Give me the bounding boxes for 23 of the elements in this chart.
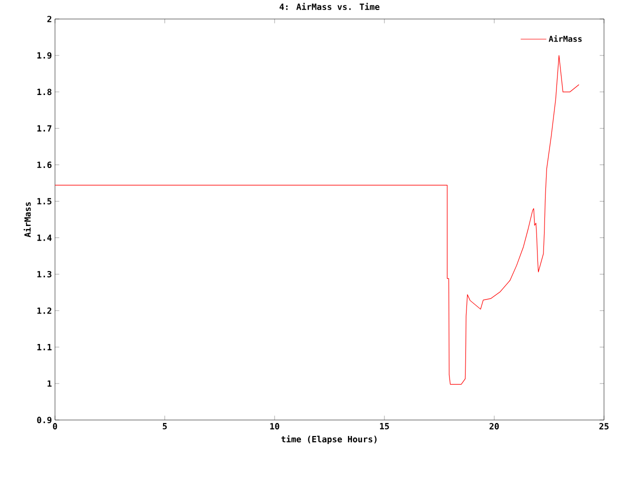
chart-title: 4: AirMass vs. Time [280,2,380,10]
y-tick-label: 0.9 [37,416,52,424]
y-tick-label: 1.7 [37,125,52,132]
line-series [55,55,580,385]
x-tick-label: 20 [490,423,499,430]
x-tick-label: 0 [52,423,58,430]
y-tick-label: 2 [47,16,52,22]
y-tick-label: 1.1 [37,344,52,350]
legend-label: AirMass [548,35,582,42]
x-tick-label: 10 [270,423,280,430]
y-tick-label: 1 [48,380,52,387]
x-tick-label: 15 [380,423,389,430]
y-tick-label: 1.5 [37,198,52,204]
y-tick-label: 1.3 [37,270,52,278]
y-tick-label: 1.8 [37,88,52,96]
y-tick-label: 1.4 [37,234,52,241]
y-tick-label: 1.2 [37,307,52,314]
y-tick-label: 1.6 [37,162,52,168]
x-axis-title: time (Elapse Hours) [281,435,377,444]
x-tick-label: 5 [162,423,167,430]
x-tick-label: 25 [599,423,609,430]
y-tick-label: 1.9 [37,52,52,59]
y-axis-title: AirMass [24,202,31,238]
